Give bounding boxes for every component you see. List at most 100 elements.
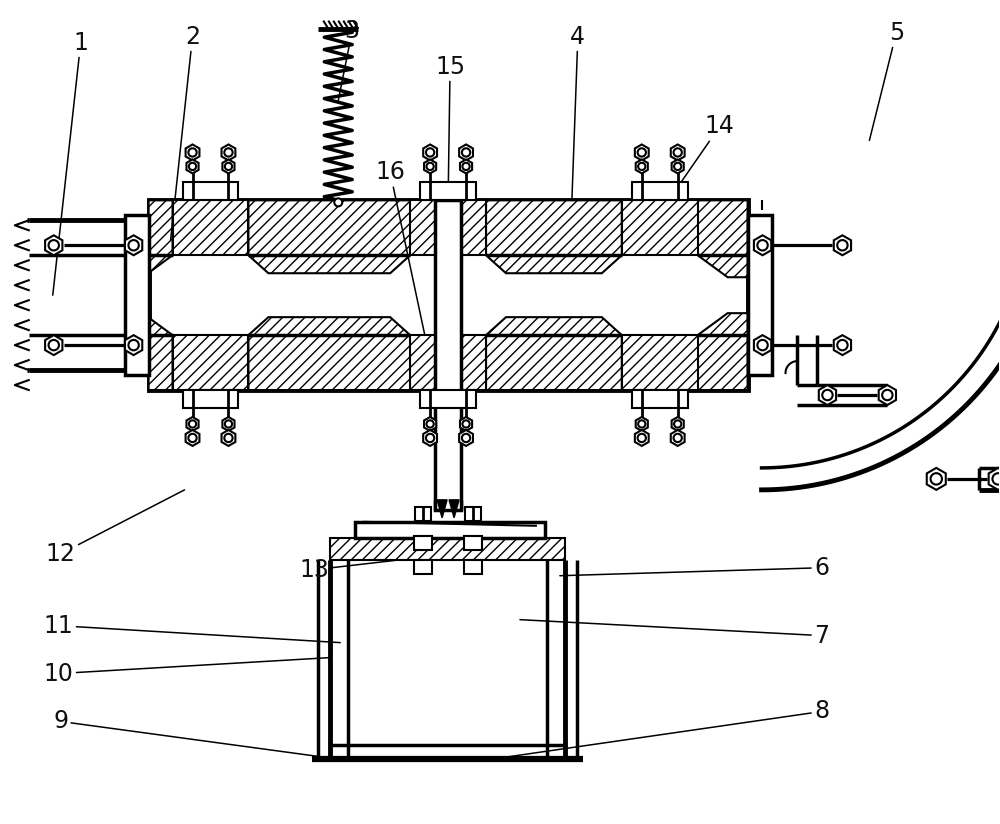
- Circle shape: [638, 163, 645, 170]
- Polygon shape: [460, 159, 472, 173]
- Text: 14: 14: [666, 115, 735, 204]
- Polygon shape: [636, 417, 648, 431]
- Circle shape: [426, 433, 434, 442]
- Polygon shape: [834, 335, 851, 355]
- Polygon shape: [672, 159, 684, 173]
- Circle shape: [822, 390, 833, 400]
- Circle shape: [837, 240, 848, 250]
- Bar: [464, 536, 482, 550]
- Text: 6: 6: [560, 555, 829, 580]
- Bar: [183, 390, 238, 408]
- Polygon shape: [45, 236, 62, 255]
- Bar: [420, 390, 476, 408]
- Polygon shape: [410, 335, 486, 390]
- Polygon shape: [186, 430, 199, 446]
- Text: 4: 4: [570, 25, 585, 200]
- Circle shape: [638, 433, 646, 442]
- Polygon shape: [879, 385, 896, 405]
- Circle shape: [49, 240, 59, 250]
- Polygon shape: [486, 200, 622, 274]
- Polygon shape: [635, 144, 649, 161]
- Polygon shape: [834, 236, 851, 255]
- Text: 15: 15: [435, 54, 465, 200]
- Polygon shape: [410, 200, 486, 255]
- Polygon shape: [330, 538, 565, 559]
- Polygon shape: [636, 159, 648, 173]
- Circle shape: [462, 148, 470, 157]
- Circle shape: [49, 340, 59, 350]
- Circle shape: [674, 148, 682, 157]
- Polygon shape: [173, 335, 248, 390]
- Polygon shape: [186, 144, 199, 161]
- Polygon shape: [698, 200, 748, 277]
- Bar: [414, 536, 432, 550]
- Polygon shape: [698, 313, 748, 390]
- Polygon shape: [459, 144, 473, 161]
- Polygon shape: [486, 317, 622, 390]
- Circle shape: [426, 148, 434, 157]
- Polygon shape: [622, 335, 698, 390]
- Polygon shape: [248, 200, 410, 274]
- Circle shape: [334, 199, 342, 206]
- Text: 3: 3: [338, 19, 360, 101]
- Polygon shape: [437, 500, 447, 517]
- Circle shape: [757, 240, 768, 250]
- Text: 1: 1: [53, 30, 88, 295]
- Bar: [415, 507, 431, 521]
- Polygon shape: [222, 417, 235, 431]
- Polygon shape: [754, 335, 771, 355]
- Circle shape: [931, 473, 942, 485]
- Circle shape: [638, 420, 645, 428]
- Text: 12: 12: [46, 490, 185, 566]
- Text: 11: 11: [44, 614, 340, 643]
- Circle shape: [757, 340, 768, 350]
- Bar: [632, 390, 688, 408]
- Polygon shape: [248, 317, 410, 390]
- Circle shape: [426, 163, 434, 170]
- Bar: [183, 182, 238, 200]
- Bar: [149, 200, 748, 390]
- Polygon shape: [423, 144, 437, 161]
- Circle shape: [426, 420, 434, 428]
- Circle shape: [674, 420, 681, 428]
- Polygon shape: [424, 417, 436, 431]
- Text: 2: 2: [171, 25, 200, 241]
- Polygon shape: [927, 468, 946, 490]
- Polygon shape: [671, 144, 685, 161]
- Polygon shape: [186, 417, 199, 431]
- Polygon shape: [423, 430, 437, 446]
- Text: 16: 16: [375, 161, 430, 360]
- Polygon shape: [989, 468, 1000, 490]
- Bar: [464, 559, 482, 574]
- Circle shape: [188, 148, 197, 157]
- Text: 7: 7: [520, 620, 829, 648]
- Polygon shape: [460, 417, 472, 431]
- Polygon shape: [622, 200, 698, 255]
- Polygon shape: [819, 385, 836, 405]
- Circle shape: [224, 148, 233, 157]
- Polygon shape: [45, 335, 62, 355]
- Polygon shape: [671, 430, 685, 446]
- Circle shape: [128, 240, 139, 250]
- Circle shape: [225, 163, 232, 170]
- Circle shape: [224, 433, 233, 442]
- Polygon shape: [222, 144, 235, 161]
- Circle shape: [189, 163, 196, 170]
- Circle shape: [128, 340, 139, 350]
- Bar: [125, 215, 149, 375]
- Circle shape: [992, 473, 1000, 485]
- Circle shape: [638, 148, 646, 157]
- Polygon shape: [125, 335, 142, 355]
- Bar: [465, 507, 481, 521]
- Bar: [420, 182, 476, 200]
- Text: 10: 10: [44, 658, 330, 686]
- Text: 9: 9: [53, 709, 340, 760]
- Circle shape: [674, 163, 681, 170]
- Text: 13: 13: [299, 555, 435, 582]
- Polygon shape: [459, 430, 473, 446]
- Circle shape: [837, 340, 848, 350]
- Bar: [748, 215, 772, 375]
- Polygon shape: [672, 417, 684, 431]
- Bar: [632, 182, 688, 200]
- Polygon shape: [424, 159, 436, 173]
